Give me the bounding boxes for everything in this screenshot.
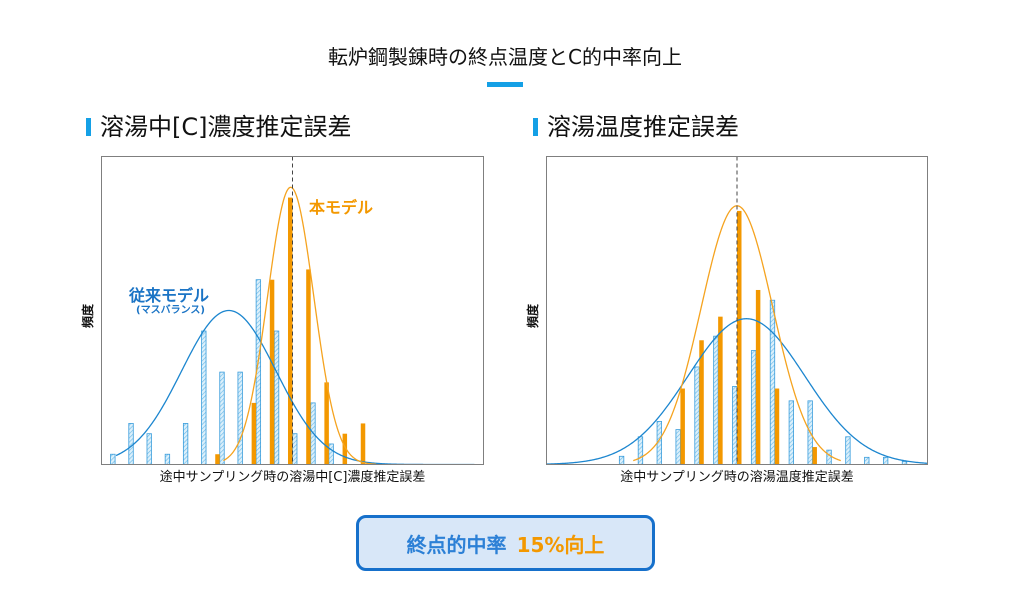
- proposed-bar: [269, 279, 275, 465]
- conventional-bar: [164, 453, 171, 465]
- conventional-bar: [182, 423, 189, 465]
- panel-heading-carbon: 溶湯中[C]濃度推定誤差: [86, 113, 351, 141]
- y-axis-label: 頻度: [526, 304, 540, 329]
- conventional-bar: [694, 366, 700, 465]
- heading-accent-bar: [86, 118, 91, 136]
- proposed-bar: [360, 423, 366, 465]
- panel-heading-label: 溶湯温度推定誤差: [547, 113, 739, 141]
- proposed-fit-curve: [223, 186, 377, 465]
- proposed-bar: [251, 402, 257, 465]
- conventional-bar: [237, 371, 243, 465]
- conventional-bar: [219, 371, 225, 465]
- panel-heading-temperature: 溶湯温度推定誤差: [533, 113, 739, 141]
- plot-frame: [101, 156, 484, 465]
- conventional-bar: [864, 456, 870, 465]
- conventional-bar: [273, 330, 280, 465]
- conventional-bar: [769, 299, 776, 465]
- temperature-error-histogram: [546, 156, 928, 465]
- conventional-bar: [901, 461, 908, 465]
- proposed-bar: [737, 210, 742, 465]
- conventional-bar: [637, 436, 644, 465]
- conventional-bar: [128, 423, 134, 465]
- proposed-bar: [342, 433, 348, 465]
- proposed-bar: [718, 316, 723, 465]
- conventional-bar: [146, 433, 152, 465]
- conventional-model-label: 従来モデル: [129, 286, 210, 305]
- result-label: 終点的中率: [406, 532, 507, 557]
- proposed-bar: [774, 388, 780, 465]
- title-underline: [487, 82, 523, 87]
- page-title: 転炉鋼製錬時の終点温度とC的中率向上: [328, 45, 682, 69]
- result-value: 15%向上: [516, 532, 605, 557]
- proposed-bar: [306, 269, 311, 465]
- conventional-bar: [110, 453, 116, 465]
- conventional-bar: [201, 330, 207, 465]
- heading-accent-bar: [533, 118, 538, 136]
- conventional-bar: [732, 386, 738, 465]
- proposed-model-label: 本モデル: [309, 198, 374, 217]
- y-axis-label: 頻度: [81, 304, 95, 329]
- conventional-bar: [328, 443, 334, 465]
- proposed-bar: [755, 289, 761, 465]
- result-callout: 終点的中率 15%向上: [356, 515, 655, 571]
- panel-heading-label: 溶湯中[C]濃度推定誤差: [100, 113, 352, 141]
- conventional-bar: [713, 335, 719, 465]
- conventional-bar: [882, 456, 889, 465]
- proposed-bar: [812, 447, 817, 465]
- conventional-bar: [292, 433, 298, 465]
- proposed-bar: [680, 388, 685, 465]
- plot-frame: [546, 156, 928, 465]
- conventional-bar: [788, 400, 794, 465]
- proposed-bar: [288, 197, 293, 465]
- conventional-bar: [845, 436, 851, 465]
- conventional-bar: [750, 350, 757, 465]
- proposed-bar: [215, 454, 220, 465]
- proposed-bar: [324, 382, 329, 465]
- proposed-bar: [699, 340, 704, 465]
- conventional-bar: [618, 455, 625, 465]
- carbon-error-histogram: [101, 156, 484, 465]
- plot-area: [110, 156, 475, 465]
- conventional-bar: [675, 429, 681, 465]
- conventional-bar: [826, 449, 832, 465]
- conventional-model-note: (マスバランス): [136, 305, 205, 316]
- x-axis-label: 途中サンプリング時の溶湯中[C]濃度推定誤差: [159, 470, 426, 485]
- plot-area: [546, 156, 928, 465]
- x-axis-label: 途中サンプリング時の溶湯温度推定誤差: [620, 470, 854, 485]
